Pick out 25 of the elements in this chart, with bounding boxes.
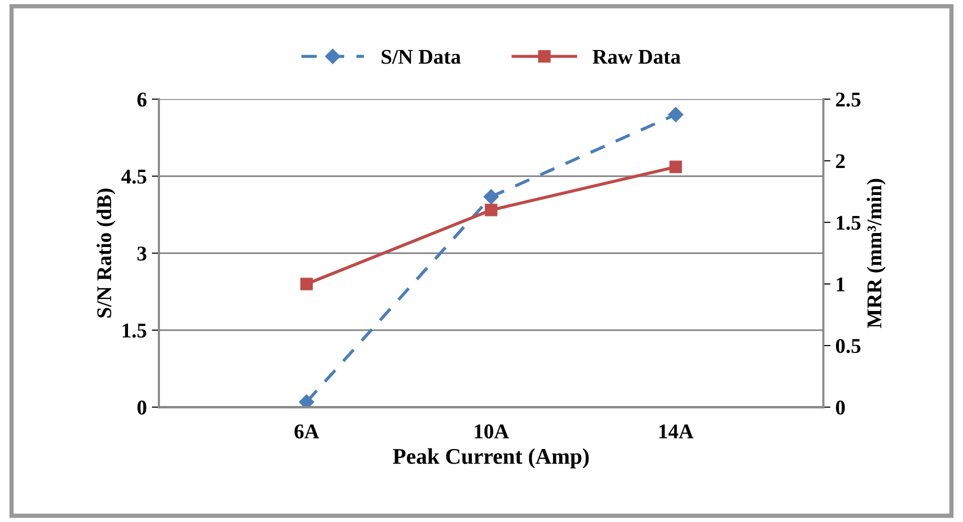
x-tick-label: 10A — [474, 424, 509, 438]
x-tick-label: 14A — [659, 424, 694, 438]
point — [669, 160, 682, 174]
y2-tick-label: 0.5 — [836, 338, 860, 354]
legend-label: Raw Data — [592, 50, 681, 64]
y2-tick-label: 2 — [836, 154, 845, 168]
point — [298, 394, 314, 408]
y-tick-label: 6 — [137, 92, 146, 107]
legend-label: S/N Data — [382, 50, 461, 64]
x-axis-title: Peak Current (Amp) — [392, 448, 589, 468]
y-tick-label: 0 — [137, 400, 146, 415]
point — [668, 107, 684, 122]
y-tick-label: 1.5 — [122, 324, 146, 338]
y2-tick-label: 1.5 — [836, 216, 860, 230]
point — [300, 278, 313, 290]
y-tick-label: 3 — [137, 246, 146, 261]
y-axis-title: S/N Ratio (dB) — [96, 188, 116, 318]
y2-tick-label: 0 — [836, 400, 845, 415]
y-tick-label: 4.5 — [121, 170, 146, 184]
point — [484, 204, 498, 216]
y2-tick-label: 1 — [836, 277, 845, 292]
point — [484, 189, 499, 204]
y2-axis-title: MRR (mm³/min) — [866, 178, 886, 328]
x-tick-label: 6A — [294, 424, 320, 438]
y2-tick-label: 2.5 — [836, 92, 860, 107]
